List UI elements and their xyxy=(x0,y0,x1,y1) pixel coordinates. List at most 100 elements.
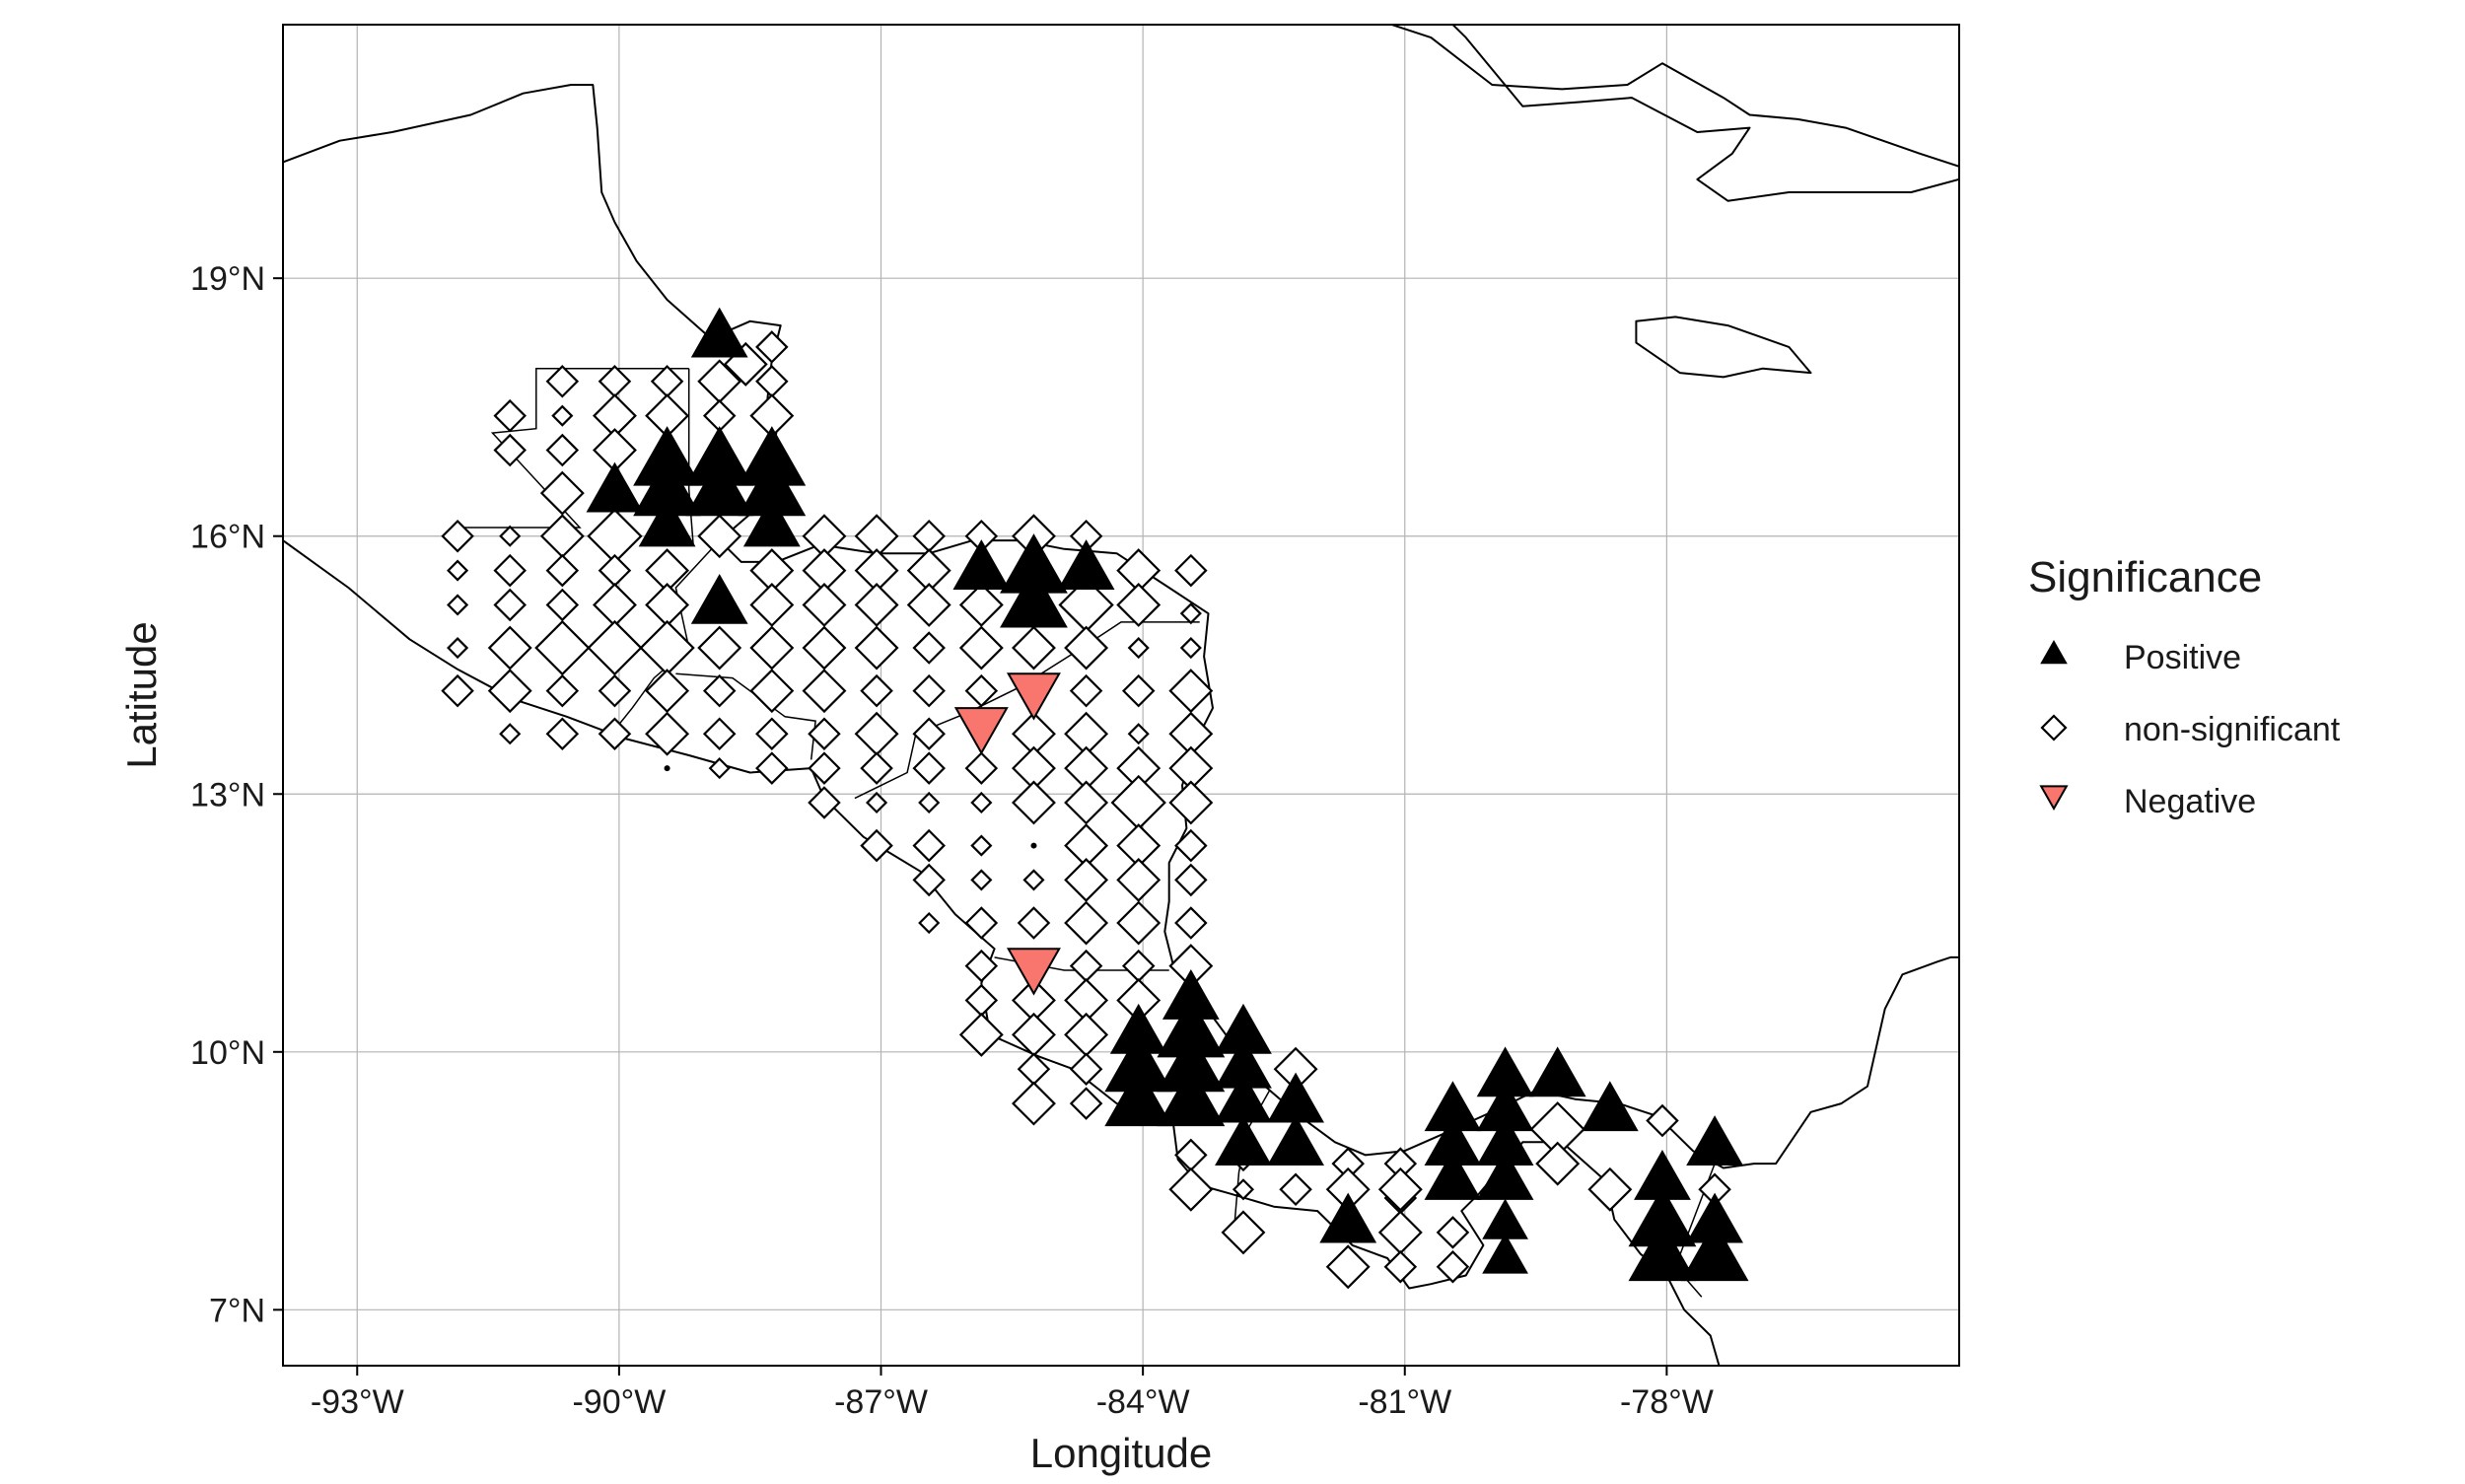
point-non-significant xyxy=(645,669,690,714)
point-non-significant xyxy=(1069,1052,1103,1086)
point-non-significant xyxy=(441,673,474,708)
point-non-significant xyxy=(534,619,591,676)
x-tick-label: -87°W xyxy=(834,1383,928,1421)
point-non-significant xyxy=(493,588,527,622)
point-non-significant xyxy=(1121,673,1156,708)
legend-entry-non-significant: non-significant xyxy=(2040,711,2341,748)
point-non-significant xyxy=(1179,636,1202,660)
point-non-significant xyxy=(499,723,522,745)
point-positive xyxy=(1686,1115,1743,1166)
point-non-significant xyxy=(866,791,888,814)
point-non-significant xyxy=(808,751,841,785)
point-negative xyxy=(953,707,1009,755)
point-positive xyxy=(742,496,801,547)
point-non-significant xyxy=(1174,863,1208,897)
point-positive xyxy=(1319,1192,1377,1243)
point-non-significant xyxy=(1064,857,1109,902)
point-positive xyxy=(638,496,696,547)
legend: Significance Positive non-significant Ne… xyxy=(2028,553,2341,820)
point-non-significant xyxy=(1127,636,1150,660)
point-positive xyxy=(1215,1115,1272,1166)
point-positive xyxy=(1581,1081,1639,1132)
point-non-significant xyxy=(912,828,946,863)
point-non-significant xyxy=(645,711,690,756)
point-non-significant xyxy=(912,863,946,897)
legend-key-negative xyxy=(2039,785,2069,812)
point-non-significant xyxy=(1069,673,1103,708)
legend-entry-negative: Negative xyxy=(2039,783,2256,820)
point-non-significant xyxy=(1232,1178,1255,1201)
point-non-significant xyxy=(808,786,841,819)
point-non-significant xyxy=(1174,828,1208,863)
x-tick-label: -84°W xyxy=(1096,1383,1190,1421)
x-tick-label: -81°W xyxy=(1358,1383,1451,1421)
point-non-significant xyxy=(545,433,580,467)
point-non-significant xyxy=(906,583,951,627)
point-non-significant xyxy=(1064,780,1109,825)
data-points xyxy=(441,307,1749,1290)
point-non-significant xyxy=(964,751,999,785)
point-non-significant xyxy=(1064,900,1109,946)
point-non-significant xyxy=(1022,869,1045,891)
point-non-significant xyxy=(802,625,847,671)
x-tick-label: -90°W xyxy=(572,1383,666,1421)
point-non-significant xyxy=(708,757,731,780)
point-non-significant xyxy=(755,751,789,785)
point-non-significant xyxy=(958,583,1004,627)
point-non-significant xyxy=(1279,1172,1312,1207)
point-non-significant xyxy=(545,673,580,708)
point-non-significant xyxy=(1168,669,1214,714)
point-non-significant xyxy=(447,559,469,582)
point-non-significant xyxy=(970,869,993,891)
point-non-significant xyxy=(755,330,789,364)
point-non-significant xyxy=(499,525,522,547)
point-non-significant xyxy=(598,673,632,708)
point-non-significant xyxy=(918,791,941,814)
point-non-significant xyxy=(1030,842,1037,849)
point-positive xyxy=(1157,1066,1226,1127)
point-non-significant xyxy=(1012,625,1056,671)
point-non-significant xyxy=(539,470,585,516)
point-positive xyxy=(685,456,754,517)
point-non-significant xyxy=(598,717,632,750)
point-non-significant xyxy=(1116,900,1162,946)
coastline-cuba-north xyxy=(1388,25,1959,168)
point-non-significant xyxy=(487,669,532,714)
point-non-significant xyxy=(1116,857,1162,902)
point-positive xyxy=(1267,1115,1324,1166)
point-non-significant xyxy=(1436,1249,1470,1284)
point-non-significant xyxy=(964,673,999,708)
point-positive xyxy=(1000,567,1068,628)
x-tick-label: -93°W xyxy=(311,1383,404,1421)
point-non-significant xyxy=(664,765,670,772)
legend-label-negative: Negative xyxy=(2124,783,2256,820)
point-non-significant xyxy=(587,619,643,676)
point-non-significant xyxy=(487,625,532,671)
point-non-significant xyxy=(702,673,737,708)
point-positive xyxy=(1057,539,1115,590)
legend-label-non-significant: non-significant xyxy=(2124,711,2341,748)
point-non-significant xyxy=(493,433,527,467)
point-non-significant xyxy=(912,717,946,750)
point-non-significant xyxy=(441,519,474,553)
point-non-significant xyxy=(912,673,946,708)
point-positive xyxy=(1680,1221,1749,1282)
point-non-significant xyxy=(958,625,1004,671)
point-non-significant xyxy=(545,365,580,398)
point-non-significant xyxy=(1017,906,1051,940)
legend-key-positive xyxy=(2040,640,2068,665)
y-tick-label: 19°N xyxy=(190,260,265,298)
point-non-significant xyxy=(702,717,737,750)
point-non-significant xyxy=(447,636,469,660)
point-non-significant xyxy=(970,791,993,814)
point-non-significant xyxy=(970,834,993,857)
point-non-significant xyxy=(854,625,899,671)
coastline-cuba-south xyxy=(1451,25,1959,202)
point-non-significant xyxy=(964,949,999,983)
y-tick-label: 16°N xyxy=(190,519,265,556)
point-non-significant xyxy=(1174,553,1208,588)
point-non-significant xyxy=(749,583,795,627)
point-negative xyxy=(1006,948,1061,996)
